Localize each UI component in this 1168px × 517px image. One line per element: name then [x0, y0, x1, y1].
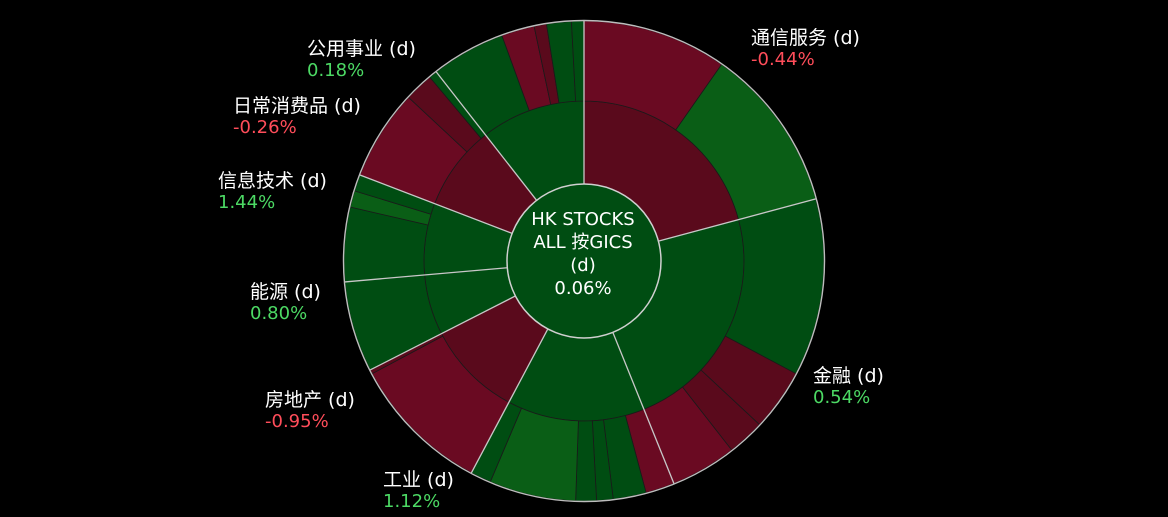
sector-name: 能源 (d): [250, 281, 321, 303]
label-industrial[interactable]: 工业 (d) 1.12%: [383, 469, 454, 513]
sector-name: 通信服务 (d): [751, 27, 860, 49]
sector-change: 0.18%: [307, 60, 365, 81]
label-staples[interactable]: 日常消费品 (d) -0.26%: [233, 95, 361, 139]
sector-divider-1: [658, 198, 816, 242]
sector-change: 0.54%: [813, 387, 871, 408]
sector-change: -0.26%: [233, 117, 297, 138]
sector-change: -0.44%: [751, 49, 815, 70]
center-value: 0.06%: [554, 278, 612, 299]
sector-name: 金融 (d): [813, 365, 884, 387]
sector-change: -0.95%: [265, 411, 329, 432]
label-energy[interactable]: 能源 (d) 0.80%: [250, 281, 321, 325]
sector-name: 公用事业 (d): [307, 38, 416, 60]
center-disc[interactable]: [506, 183, 662, 339]
sector-divider-5: [344, 267, 508, 283]
sector-name: 房地产 (d): [265, 389, 355, 411]
label-it[interactable]: 信息技术 (d) 1.44%: [218, 170, 327, 214]
sector-change: 0.80%: [250, 303, 308, 324]
center-line2: ALL 按GICS: [533, 232, 633, 253]
sector-divider-6: [359, 174, 513, 235]
sector-name: 信息技术 (d): [218, 170, 327, 192]
label-comm[interactable]: 通信服务 (d) -0.44%: [751, 27, 860, 71]
sector-divider-4: [369, 295, 516, 371]
sector-divider-7: [435, 71, 538, 201]
sector-name: 日常消费品 (d): [233, 95, 361, 117]
sector-name: 工业 (d): [383, 469, 454, 491]
label-finance[interactable]: 金融 (d) 0.54%: [813, 365, 884, 409]
sector-divider-3: [470, 328, 549, 474]
label-utilities[interactable]: 公用事业 (d) 0.18%: [307, 38, 416, 82]
label-realestate[interactable]: 房地产 (d) -0.95%: [265, 389, 355, 433]
center-line1: HK STOCKS: [531, 209, 635, 230]
sector-change: 1.12%: [383, 491, 441, 512]
sector-divider-2: [612, 332, 675, 484]
sector-change: 1.44%: [218, 192, 276, 213]
center-label: HK STOCKS ALL 按GICS (d) 0.06%: [513, 208, 653, 300]
outer-ring: [342, 19, 826, 503]
center-line3: (d): [570, 255, 596, 276]
